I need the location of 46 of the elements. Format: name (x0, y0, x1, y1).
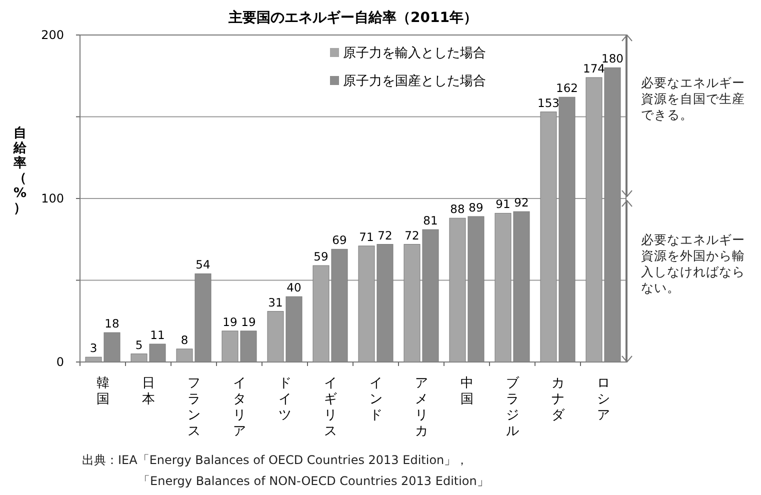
data-label: 8 (180, 332, 188, 347)
legend-label: 原子力を輸入とした場合 (343, 46, 486, 61)
data-label: 5 (135, 338, 143, 352)
source-note: 出典：IEA「Energy Balances of OECD Countries 2013 Edition」， (82, 452, 470, 468)
chart-title: 主要国のエネルギー自給率（2011年） (228, 9, 478, 26)
x-tick-label: イギリス (324, 376, 337, 439)
x-tick-label: アメリカ (414, 376, 428, 439)
x-tick-label: 中国 (460, 376, 474, 407)
data-label: 59 (314, 250, 328, 264)
x-tick-label: 韓国 (96, 376, 110, 407)
data-label: 153 (538, 96, 560, 110)
y-axis-title: 自給率（%） (12, 126, 28, 216)
data-label: 40 (286, 280, 302, 295)
x-tick-label: インド (369, 376, 382, 423)
text: 「Energy Balances of NON-OECD Countries 2013 Edition」 (138, 473, 490, 489)
x-tick-label: フランス (187, 376, 200, 439)
data-label: 69 (332, 233, 347, 248)
text: 必要なエネルギー資源を外国から輸入しなければならない。 (641, 232, 746, 296)
data-label: 162 (556, 81, 578, 96)
data-label: 3 (90, 341, 98, 356)
data-label: 91 (496, 197, 510, 212)
x-tick-label: ロシア (596, 376, 610, 423)
text: 必要なエネルギー資源を自国で生産できる。 (641, 75, 746, 123)
data-label: 72 (404, 228, 420, 242)
data-label: 88 (450, 202, 465, 216)
y-tick-label: 0 (56, 355, 64, 369)
data-label: 19 (241, 314, 256, 329)
y-tick-label: 100 (41, 192, 64, 206)
data-label: 19 (222, 314, 238, 329)
y-tick-label: 200 (41, 28, 64, 42)
data-label: 72 (378, 228, 392, 242)
data-label: 81 (423, 214, 438, 228)
data-label: 174 (583, 62, 605, 76)
data-label: 92 (514, 196, 529, 210)
x-tick-label: イタリア (232, 376, 246, 439)
legend-label: 原子力を国産とした場合 (343, 73, 486, 89)
x-tick-label: 日本 (142, 376, 155, 407)
data-label: 31 (268, 295, 283, 310)
x-tick-label: カナダ (551, 376, 566, 423)
x-tick-label: ブラジル (506, 376, 520, 439)
data-label: 11 (150, 328, 165, 342)
data-label: 71 (359, 230, 374, 244)
x-tick-label: ドイツ (278, 376, 292, 423)
data-label: 54 (196, 258, 210, 272)
data-label: 18 (104, 316, 120, 331)
data-label: 89 (468, 200, 484, 214)
